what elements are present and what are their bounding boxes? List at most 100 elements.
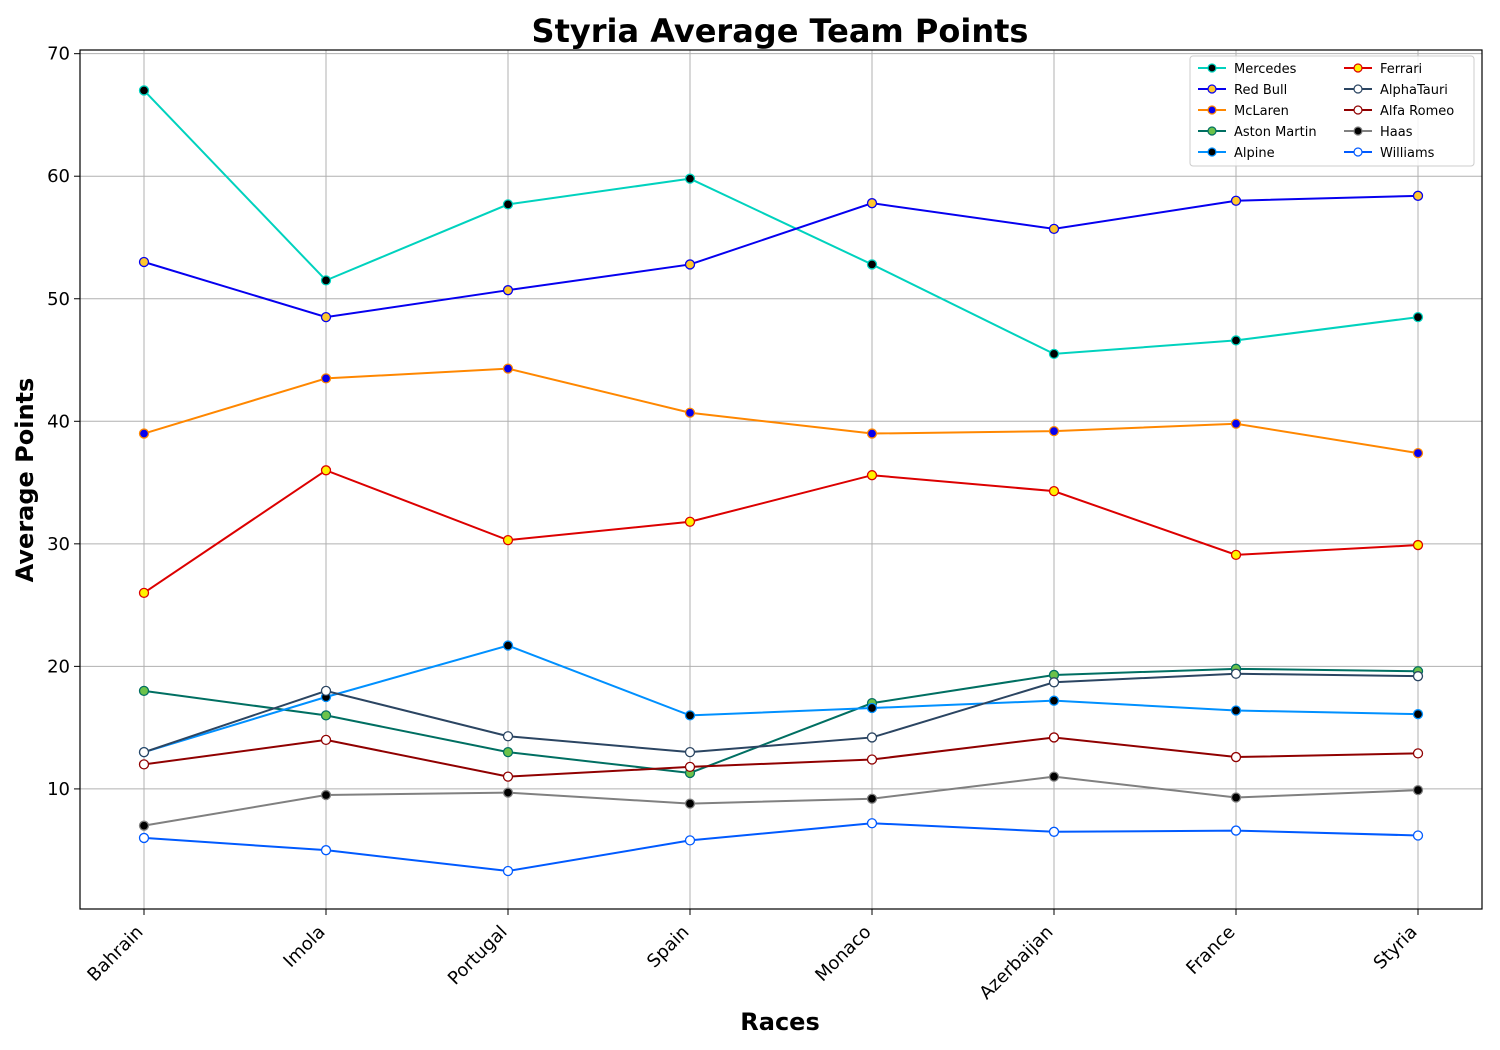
- series-ferrari: [138, 465, 1424, 598]
- data-point-red-bull: [502, 285, 514, 296]
- legend-label: Red Bull: [1234, 83, 1287, 98]
- data-point-mercedes: [138, 85, 150, 96]
- data-point-aston-martin: [502, 746, 514, 758]
- data-point-alfa-romeo: [502, 771, 514, 782]
- data-point-haas: [1230, 792, 1242, 803]
- legend-marker: [1207, 126, 1217, 136]
- series-mclaren: [138, 363, 1424, 459]
- data-point-mclaren: [1048, 425, 1060, 437]
- data-point-williams: [1230, 825, 1242, 836]
- data-point-ferrari: [138, 587, 150, 598]
- series-line-alpine: [143, 644, 1419, 754]
- legend-entry-alpine: Alpine: [1198, 146, 1275, 161]
- data-point-red-bull: [320, 311, 332, 323]
- data-point-alphatauri: [866, 732, 878, 743]
- data-point-haas: [1048, 771, 1060, 782]
- data-point-alpine: [684, 710, 696, 721]
- data-point-red-bull: [1048, 223, 1060, 235]
- x-axis-label: Races: [740, 1008, 819, 1036]
- data-point-alpine: [866, 702, 878, 714]
- data-point-red-bull: [1230, 195, 1242, 206]
- data-point-haas: [684, 798, 696, 809]
- series-alfa-romeo: [138, 732, 1424, 782]
- data-point-williams: [684, 835, 696, 846]
- data-point-haas: [502, 787, 514, 798]
- data-point-aston-martin: [138, 685, 150, 697]
- series-line-mercedes: [143, 89, 1419, 355]
- data-point-alpine: [1048, 695, 1060, 706]
- data-point-aston-martin: [320, 710, 332, 721]
- data-point-ferrari: [1048, 485, 1060, 497]
- grid: [80, 50, 1482, 909]
- data-point-mclaren: [866, 428, 878, 439]
- data-point-alpine: [1412, 709, 1424, 720]
- legend-label: Aston Martin: [1234, 125, 1317, 140]
- series-haas: [138, 771, 1424, 831]
- legend-entry-alphatauri: AlphaTauri: [1344, 83, 1448, 98]
- data-point-alfa-romeo: [866, 754, 878, 765]
- x-tick-label: Spain: [643, 922, 693, 972]
- series-red-bull: [138, 190, 1424, 323]
- data-point-red-bull: [1412, 190, 1424, 201]
- data-point-alphatauri: [320, 685, 332, 697]
- data-point-haas: [866, 793, 878, 804]
- data-point-mclaren: [502, 363, 514, 374]
- data-point-alfa-romeo: [320, 734, 332, 746]
- y-tick-label: 30: [47, 534, 70, 555]
- legend-marker: [1353, 126, 1363, 136]
- data-point-haas: [138, 820, 150, 831]
- y-tick-label: 10: [47, 779, 70, 800]
- legend-entry-williams: Williams: [1344, 146, 1435, 161]
- data-point-alfa-romeo: [138, 759, 150, 770]
- data-point-haas: [1412, 784, 1424, 796]
- series-mercedes: [138, 85, 1424, 360]
- data-point-mercedes: [502, 199, 514, 210]
- data-point-alfa-romeo: [1048, 732, 1060, 743]
- legend-label: Haas: [1380, 125, 1413, 140]
- legend: Mercedes Red Bull McLaren Aston Martin Alpin…: [1189, 55, 1475, 167]
- y-axis-label: Average Points: [11, 378, 39, 583]
- x-tick-label: Styria: [1370, 922, 1422, 974]
- data-point-ferrari: [502, 535, 514, 546]
- legend-marker: [1353, 105, 1363, 115]
- data-point-williams: [138, 832, 150, 844]
- y-tick-label: 70: [47, 44, 70, 65]
- x-tick-label: Portugal: [444, 922, 512, 990]
- series-line-alphatauri: [143, 672, 1419, 754]
- legend-entry-aston-martin: Aston Martin: [1198, 125, 1317, 140]
- data-point-mclaren: [1412, 448, 1424, 459]
- data-point-red-bull: [138, 256, 150, 268]
- data-point-williams: [1048, 826, 1060, 837]
- y-tick-label: 60: [47, 166, 70, 187]
- legend-entry-ferrari: Ferrari: [1344, 62, 1422, 77]
- data-point-mercedes: [684, 173, 696, 184]
- legend-marker: [1207, 147, 1217, 157]
- x-tick-label: Imola: [279, 922, 329, 972]
- legend-label: McLaren: [1234, 104, 1289, 119]
- series-line-alfa-romeo: [143, 736, 1419, 778]
- series-line-aston-martin: [143, 667, 1419, 775]
- data-point-mercedes: [866, 259, 878, 270]
- data-point-alpine: [1230, 705, 1242, 716]
- legend-marker: [1353, 63, 1363, 73]
- data-point-mclaren: [1230, 418, 1242, 429]
- data-point-haas: [320, 789, 332, 801]
- y-tick-label: 40: [47, 411, 70, 432]
- legend-label: Ferrari: [1380, 62, 1422, 77]
- data-point-williams: [866, 818, 878, 829]
- tick-layer: Bahrain Imola Portugal Spain Monaco Azerbaija…: [47, 44, 1421, 1004]
- data-point-red-bull: [684, 259, 696, 270]
- legend-entry-red-bull: Red Bull: [1198, 83, 1287, 98]
- legend-label: AlphaTauri: [1380, 83, 1448, 98]
- data-point-mclaren: [684, 407, 696, 418]
- data-point-ferrari: [320, 465, 332, 476]
- data-point-alfa-romeo: [1230, 751, 1242, 763]
- series-williams: [138, 818, 1424, 877]
- data-point-alphatauri: [502, 731, 514, 742]
- legend-marker: [1353, 84, 1363, 94]
- x-tick-label: Monaco: [811, 922, 875, 986]
- series-aston-martin: [138, 663, 1424, 779]
- data-point-mclaren: [320, 373, 332, 384]
- series-layer: [138, 85, 1424, 877]
- data-point-ferrari: [866, 470, 878, 481]
